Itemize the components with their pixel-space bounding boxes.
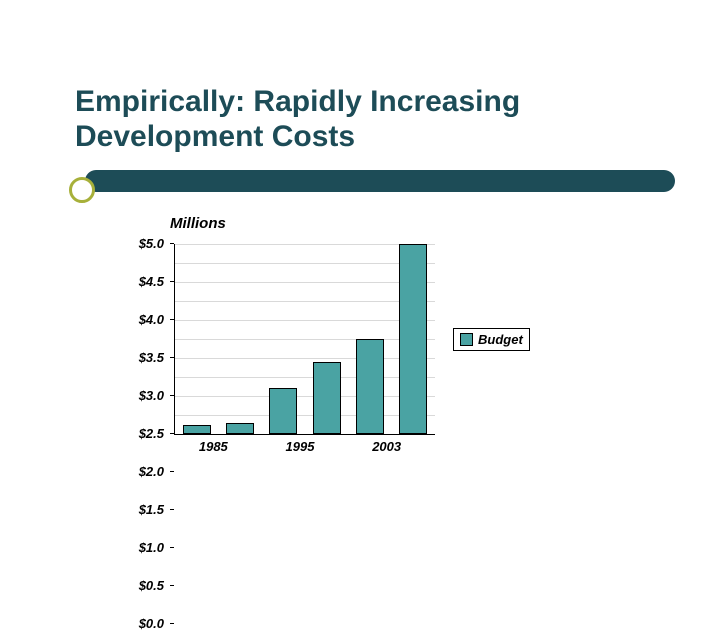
y-tick-label: $0.0 (139, 617, 164, 630)
bar (356, 339, 384, 434)
y-tick-label: $4.0 (139, 313, 164, 326)
title-line-2: Development Costs (75, 120, 355, 153)
grid-line (175, 339, 435, 340)
grid-line (175, 377, 435, 378)
legend-label: Budget (478, 332, 523, 347)
y-tick-label: $2.0 (139, 465, 164, 478)
x-tick-label: 1995 (286, 439, 315, 454)
grid-line (175, 301, 435, 302)
legend-swatch-icon (460, 333, 473, 346)
bar (399, 244, 427, 434)
chart-title: Millions (170, 215, 630, 232)
x-axis-labels: 1985 1995 2003 (170, 439, 430, 457)
grid-line (175, 263, 435, 264)
chart: Millions $5.0$4.5$4.0$3.5$3.0$2.5$2.0$1.… (170, 215, 630, 457)
bar (313, 362, 341, 434)
bar (183, 425, 211, 435)
y-tick-label: $1.5 (139, 503, 164, 516)
y-tick-label: $0.5 (139, 579, 164, 592)
y-tick-label: $3.5 (139, 351, 164, 364)
chart-body: $5.0$4.5$4.0$3.5$3.0$2.5$2.0$1.5$1.0$0.5… (170, 244, 630, 435)
x-tick-label: 2003 (372, 439, 401, 454)
slide: Empirically: Rapidly Increasing Developm… (0, 0, 720, 540)
grid-line (175, 358, 435, 359)
grid-line (175, 282, 435, 283)
grid-line (175, 244, 435, 245)
plot-area (174, 244, 435, 435)
y-tick-label: $2.5 (139, 427, 164, 440)
slide-title: Empirically: Rapidly Increasing Developm… (75, 85, 520, 154)
y-tick-label: $5.0 (139, 237, 164, 250)
legend: Budget (453, 328, 530, 351)
y-tick-label: $1.0 (139, 541, 164, 554)
bar (269, 388, 297, 434)
grid-line (175, 396, 435, 397)
title-line-1: Empirically: Rapidly Increasing (75, 85, 520, 118)
title-underline-bar (85, 170, 675, 192)
y-tick-label: $3.0 (139, 389, 164, 402)
bullet-dot-icon (69, 177, 95, 203)
bar (226, 423, 254, 434)
grid-line (175, 320, 435, 321)
grid-line (175, 415, 435, 416)
y-tick-label: $4.5 (139, 275, 164, 288)
x-tick-label: 1985 (199, 439, 228, 454)
